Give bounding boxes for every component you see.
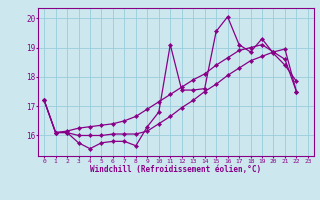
X-axis label: Windchill (Refroidissement éolien,°C): Windchill (Refroidissement éolien,°C) xyxy=(91,165,261,174)
